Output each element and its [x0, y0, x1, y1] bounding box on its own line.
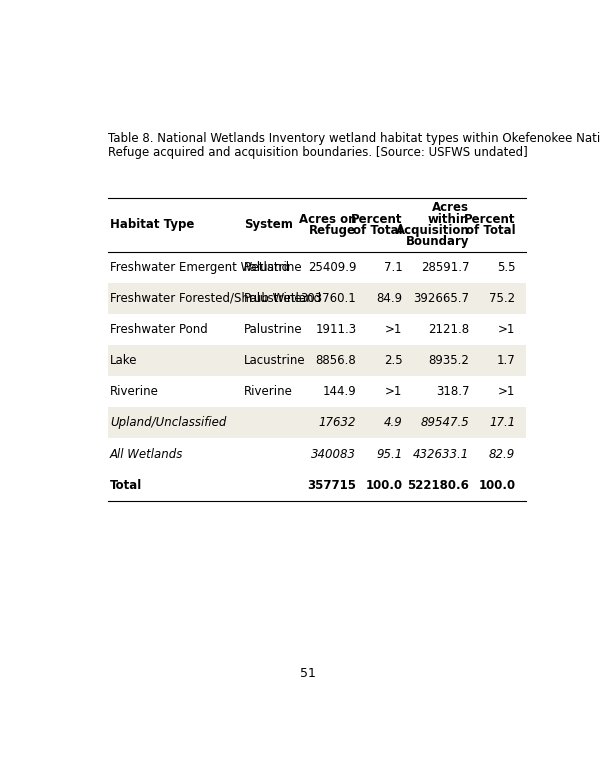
Text: Table 8. National Wetlands Inventory wetland habitat types within Okefenokee Nat: Table 8. National Wetlands Inventory wet… [107, 132, 600, 145]
Text: Freshwater Forested/Shrub Wetland: Freshwater Forested/Shrub Wetland [110, 292, 321, 305]
Text: Acres on: Acres on [299, 213, 356, 225]
Text: Acquisition: Acquisition [395, 224, 469, 237]
Text: Upland/Unclassified: Upland/Unclassified [110, 416, 226, 430]
Text: 340083: 340083 [311, 448, 356, 461]
Text: 89547.5: 89547.5 [421, 416, 469, 430]
Text: 144.9: 144.9 [323, 385, 356, 399]
Text: 8935.2: 8935.2 [428, 354, 469, 368]
Text: 75.2: 75.2 [489, 292, 515, 305]
Text: 357715: 357715 [307, 479, 356, 492]
Text: Palustrine: Palustrine [244, 261, 302, 274]
Text: 1911.3: 1911.3 [315, 323, 356, 336]
Text: >1: >1 [385, 385, 403, 399]
Text: Riverine: Riverine [110, 385, 159, 399]
Text: 17.1: 17.1 [489, 416, 515, 430]
Text: Percent: Percent [351, 213, 403, 225]
Text: 8856.8: 8856.8 [316, 354, 356, 368]
Text: Habitat Type: Habitat Type [110, 218, 194, 232]
Text: 2.5: 2.5 [384, 354, 403, 368]
Text: 100.0: 100.0 [478, 479, 515, 492]
Text: All Wetlands: All Wetlands [110, 448, 183, 461]
Text: Freshwater Emergent Wetland: Freshwater Emergent Wetland [110, 261, 289, 274]
Text: 100.0: 100.0 [365, 479, 403, 492]
Text: >1: >1 [385, 323, 403, 336]
Text: 392665.7: 392665.7 [413, 292, 469, 305]
Text: 5.5: 5.5 [497, 261, 515, 274]
Text: Refuge acquired and acquisition boundaries. [Source: USFWS undated]: Refuge acquired and acquisition boundari… [107, 146, 527, 159]
Text: Boundary: Boundary [406, 235, 469, 249]
Text: System: System [244, 218, 293, 232]
Text: 7.1: 7.1 [383, 261, 403, 274]
Text: 95.1: 95.1 [376, 448, 403, 461]
Text: 84.9: 84.9 [376, 292, 403, 305]
Text: Riverine: Riverine [244, 385, 293, 399]
Bar [107, 345, 526, 376]
Text: Freshwater Pond: Freshwater Pond [110, 323, 208, 336]
Text: 17632: 17632 [319, 416, 356, 430]
Text: 25409.9: 25409.9 [308, 261, 356, 274]
Text: Palustrine: Palustrine [244, 292, 302, 305]
Text: 82.9: 82.9 [489, 448, 515, 461]
Text: Lacustrine: Lacustrine [244, 354, 305, 368]
Text: Total: Total [110, 479, 142, 492]
Text: >1: >1 [498, 385, 515, 399]
Text: Refuge: Refuge [310, 224, 356, 237]
Bar [107, 407, 526, 438]
Text: 303760.1: 303760.1 [301, 292, 356, 305]
Text: 28591.7: 28591.7 [421, 261, 469, 274]
Bar [107, 283, 526, 314]
Text: within: within [428, 213, 469, 225]
Text: of Total: of Total [466, 224, 515, 237]
Text: 2121.8: 2121.8 [428, 323, 469, 336]
Text: 4.9: 4.9 [383, 416, 403, 430]
Text: Percent: Percent [464, 213, 515, 225]
Text: of Total: of Total [353, 224, 403, 237]
Text: Palustrine: Palustrine [244, 323, 302, 336]
Text: 432633.1: 432633.1 [413, 448, 469, 461]
Text: 318.7: 318.7 [436, 385, 469, 399]
Text: Acres: Acres [433, 201, 469, 214]
Text: 51: 51 [299, 667, 316, 680]
Text: 1.7: 1.7 [497, 354, 515, 368]
Text: >1: >1 [498, 323, 515, 336]
Text: Lake: Lake [110, 354, 137, 368]
Text: 522180.6: 522180.6 [407, 479, 469, 492]
